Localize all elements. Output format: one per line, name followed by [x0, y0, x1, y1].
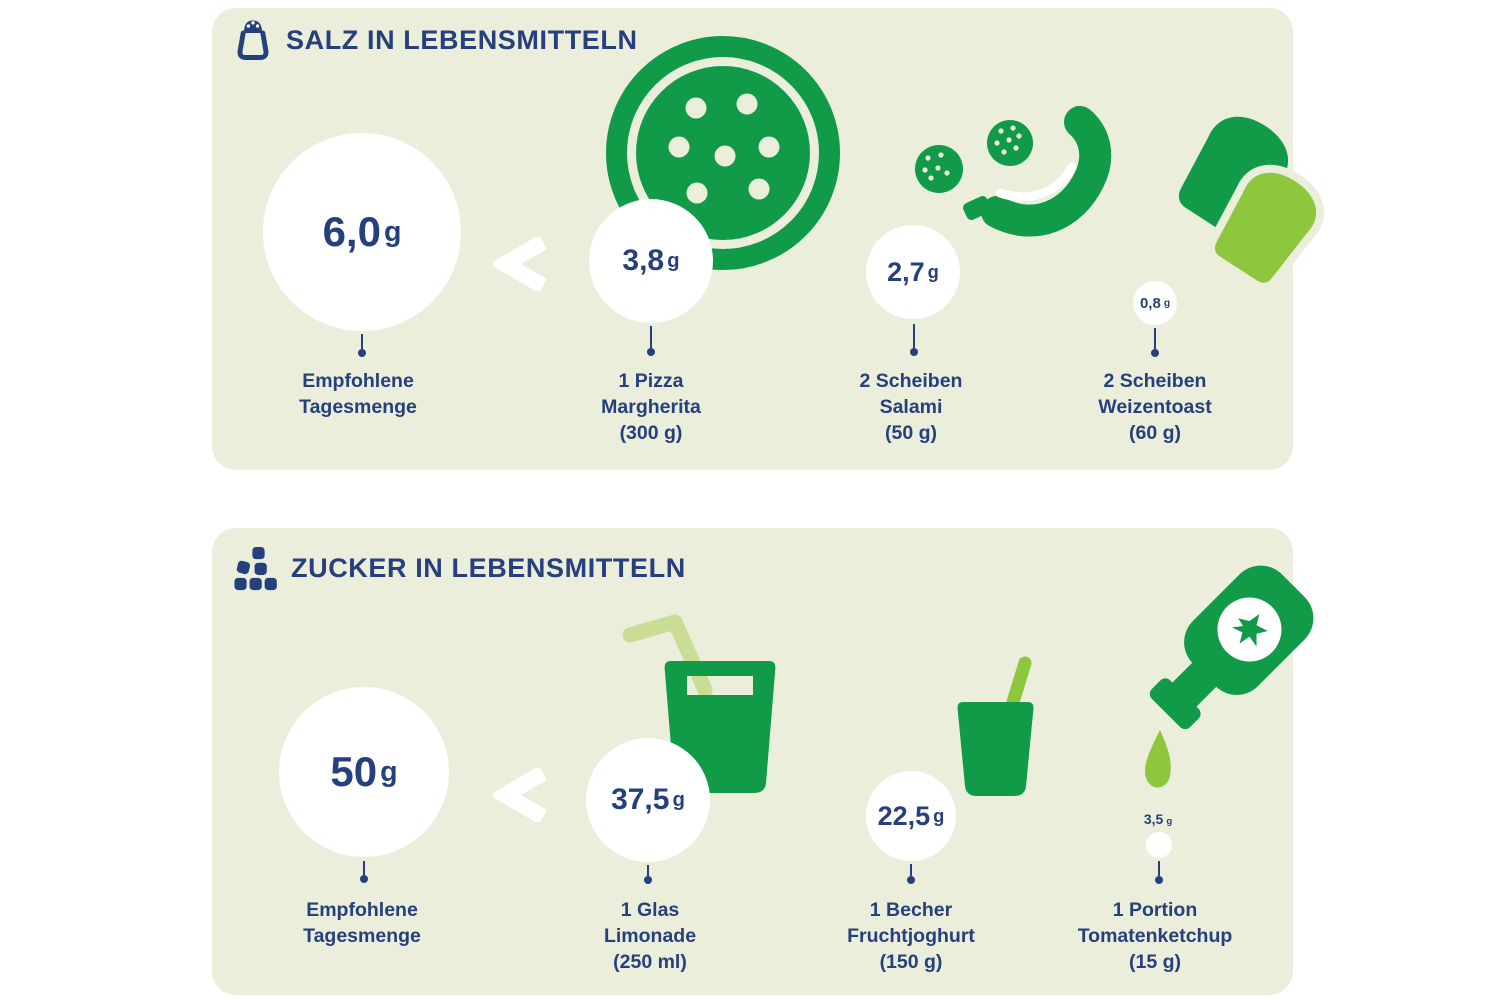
salt-panel: SALZ IN LEBENSMITTELN	[212, 8, 1324, 470]
toast-amount-bubble: 0,8 g	[1133, 281, 1177, 325]
ketchup-bottle-icon	[1145, 565, 1314, 788]
sugar-panel-header: ZUCKER IN LEBENSMITTELN	[233, 545, 686, 592]
fruchtjoghurt-label: 1 Becher Fruchtjoghurt (150 g)	[847, 899, 975, 973]
ketchup-value: 3,5 g	[1143, 811, 1173, 827]
salami-amount-bubble: 2,7 g	[866, 225, 960, 319]
limonade-unit: g	[672, 788, 685, 811]
pizza-value: 3,8	[622, 244, 665, 277]
pointer-line	[1151, 328, 1159, 357]
ketchup-amount-bubble	[1146, 832, 1172, 858]
yogurt-cup-icon	[957, 656, 1034, 796]
pizza-label: 1 Pizza Margherita (300 g)	[601, 370, 701, 444]
salt-panel-title: SALZ IN LEBENSMITTELN	[286, 24, 638, 55]
toast-unit: g	[1163, 297, 1171, 309]
pointer-line	[910, 324, 918, 356]
sugar-panel-title: ZUCKER IN LEBENSMITTELN	[291, 553, 686, 583]
salt-shaker-icon	[237, 20, 269, 60]
limonade-amount-bubble: 37,5 g	[586, 738, 710, 862]
salt-panel-header: SALZ IN LEBENSMITTELN	[232, 14, 638, 66]
salt-daily-unit: g	[383, 215, 402, 248]
toast-icon	[1178, 116, 1324, 291]
salt-daily-value: 6,0	[322, 208, 381, 255]
limonade-label: 1 Glas Limonade (250 ml)	[603, 899, 697, 973]
fruchtjoghurt-amount-bubble: 22,5 g	[866, 771, 956, 861]
pizza-unit: g	[667, 249, 680, 272]
pointer-line	[358, 334, 366, 357]
sugar-panel: ZUCKER IN LEBENSMITTELN 50 g 37,5 g 22,5 g	[212, 528, 1314, 995]
limonade-value: 37,5	[611, 783, 670, 816]
salt-daily-amount-bubble: 6,0 g	[263, 133, 461, 331]
salami-label: 2 Scheiben Salami (50 g)	[859, 370, 963, 444]
salt-daily-label: Empfohlene Tagesmenge	[299, 370, 417, 418]
pizza-amount-bubble: 3,8 g	[589, 199, 713, 323]
pointer-line	[644, 865, 652, 884]
less-than-icon	[493, 768, 547, 822]
pointer-line	[1155, 861, 1163, 884]
fruchtjoghurt-value: 22,5	[877, 800, 931, 831]
sugar-daily-unit: g	[380, 755, 398, 788]
salami-icon	[915, 105, 1112, 237]
toast-value: 0,8	[1139, 294, 1161, 312]
pointer-line	[907, 864, 915, 884]
pointer-line	[360, 861, 368, 883]
salami-unit: g	[927, 261, 939, 282]
sugar-cubes-icon	[234, 546, 277, 591]
pizza-icon	[606, 36, 840, 270]
ketchup-drop	[1145, 730, 1171, 788]
sugar-daily-value: 50	[330, 748, 378, 795]
sugar-daily-amount-bubble: 50 g	[279, 687, 449, 857]
pointer-line	[647, 326, 655, 356]
salami-value: 2,7	[887, 256, 925, 287]
fruchtjoghurt-unit: g	[933, 805, 945, 826]
toast-label: 2 Scheiben Weizentoast (60 g)	[1098, 370, 1212, 444]
less-than-icon	[493, 237, 547, 291]
sugar-daily-label: Empfohlene Tagesmenge	[303, 899, 421, 947]
tomatenketchup-label: 1 Portion Tomatenketchup (15 g)	[1077, 899, 1233, 973]
